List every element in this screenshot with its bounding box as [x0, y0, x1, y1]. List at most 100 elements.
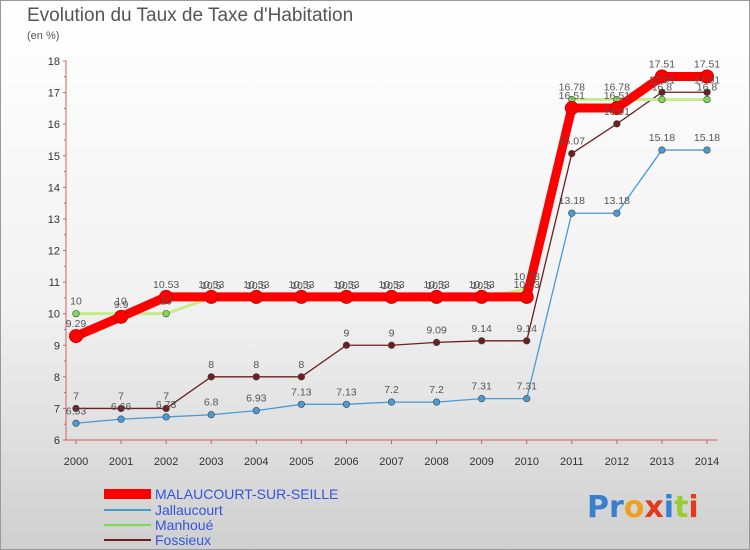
data-label: 10.53: [469, 279, 495, 291]
data-label: 6.8: [204, 397, 219, 409]
data-point: [523, 395, 531, 403]
x-tick-label: 2012: [605, 456, 629, 468]
legend-label: MALAUCOURT-SUR-SEILLE: [155, 486, 338, 502]
data-point: [700, 69, 714, 84]
data-point: [294, 289, 309, 304]
data-point: [342, 400, 351, 408]
logo-letter: i: [688, 490, 699, 525]
data-label: 10.53: [333, 279, 359, 291]
data-label: 16.8: [652, 82, 673, 94]
data-point: [204, 289, 219, 304]
data-point: [523, 337, 531, 345]
data-label: 9.9: [114, 299, 129, 311]
y-tick-label: 8: [54, 372, 60, 384]
data-point: [72, 404, 80, 413]
data-point: [432, 398, 441, 406]
x-tick-label: 2010: [514, 456, 538, 468]
data-label: 15.07: [559, 136, 585, 148]
data-label: 17.01: [649, 74, 675, 86]
data-point: [339, 289, 354, 304]
data-label: 10.5: [381, 280, 402, 292]
data-point: [207, 373, 215, 381]
data-point: [613, 120, 621, 128]
data-point: [658, 88, 666, 96]
data-point: [69, 329, 83, 344]
y-tick-label: 11: [49, 277, 60, 289]
data-label: 10.53: [378, 279, 404, 291]
chart-title: Evolution du Taux de Taxe d'Habitation: [27, 5, 354, 26]
data-point: [519, 289, 534, 304]
data-point: [703, 88, 711, 96]
data-label: 9: [389, 327, 395, 339]
x-tick-label: 2005: [289, 456, 313, 468]
data-label: 6.93: [246, 393, 267, 405]
data-label: 16.51: [604, 90, 630, 102]
data-label: 7.2: [384, 384, 399, 396]
x-tick-label: 2006: [334, 456, 358, 468]
y-tick-label: 16: [48, 119, 60, 131]
data-point: [342, 341, 351, 349]
data-point: [613, 209, 621, 217]
data-point: [568, 209, 576, 217]
data-point: [432, 338, 441, 347]
data-label: 10: [70, 296, 82, 308]
data-point: [474, 289, 489, 304]
y-tick-label: 13: [48, 214, 60, 226]
data-label: 6.53: [66, 405, 87, 417]
y-tick-label: 17: [48, 88, 60, 100]
x-tick-label: 2009: [469, 456, 493, 468]
data-point: [162, 404, 170, 413]
data-point: [654, 69, 669, 84]
series-lines: [69, 69, 714, 427]
data-point: [703, 95, 711, 104]
data-label: 16.78: [604, 82, 630, 94]
legend-label: Jallaucourt: [155, 502, 223, 518]
data-label: 10.53: [514, 279, 540, 291]
data-label: 7: [73, 390, 79, 402]
data-point: [568, 149, 576, 158]
data-label: 16.01: [604, 106, 630, 118]
data-point: [658, 95, 666, 104]
data-label: 15.18: [694, 132, 720, 144]
data-label: 17.51: [649, 58, 675, 70]
data-point: [252, 407, 260, 415]
x-tick-label: 2013: [650, 456, 674, 468]
data-label: 10.5: [471, 280, 492, 292]
y-tick-label: 12: [48, 246, 60, 258]
data-label: 16.78: [559, 82, 585, 94]
y-unit-label: (en %): [27, 30, 60, 42]
series-line-Fossieux: [76, 91, 707, 410]
data-point: [162, 310, 170, 318]
data-label: 9.14: [516, 323, 537, 335]
legend-label: Manhoué: [155, 517, 214, 533]
data-point: [159, 289, 174, 304]
logo-letter: i: [663, 490, 675, 525]
data-label: 10.53: [198, 279, 224, 291]
data-label: 7.13: [291, 386, 312, 398]
data-label: 10.5: [426, 280, 447, 292]
y-tick-label: 6: [54, 435, 60, 447]
x-tick-label: 2008: [424, 456, 448, 468]
logo-letter: o: [623, 490, 645, 525]
data-label: 7.13: [336, 386, 357, 398]
data-label: 7: [163, 390, 169, 402]
legend-label: Fossieux: [155, 532, 211, 548]
data-point: [658, 146, 666, 154]
data-point: [297, 400, 305, 408]
data-label: 10.53: [288, 279, 314, 291]
x-tick-label: 2001: [109, 456, 133, 468]
data-point: [117, 404, 125, 413]
data-label: 9.14: [471, 323, 492, 335]
data-label: 10.5: [336, 280, 357, 292]
x-tick-label: 2004: [244, 456, 268, 468]
data-label: 7.2: [429, 384, 444, 396]
data-point: [114, 309, 129, 324]
data-label: 13.18: [604, 195, 630, 207]
data-point: [72, 419, 80, 427]
data-label: 10.53: [153, 279, 179, 291]
data-label: 16.51: [559, 90, 585, 102]
data-point: [162, 413, 170, 421]
data-labels: 9.299.910.53 10.53 10.53 10.53 10.53 10.53 10.…: [66, 58, 721, 417]
axes: 6 7 8 9 10 11 12 13 14 15 16 17 18 2000 2001 2002 2003 20…: [48, 56, 719, 468]
